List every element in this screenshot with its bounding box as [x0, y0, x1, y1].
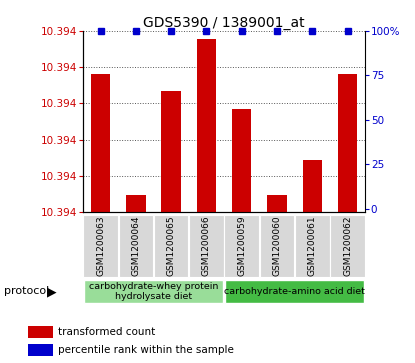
Text: carbohydrate-amino acid diet: carbohydrate-amino acid diet — [224, 287, 365, 296]
Text: GSM1200059: GSM1200059 — [237, 216, 246, 276]
FancyBboxPatch shape — [260, 215, 294, 277]
Bar — [303, 160, 322, 212]
Bar — [91, 74, 110, 212]
Text: GSM1200062: GSM1200062 — [343, 216, 352, 276]
Title: GDS5390 / 1389001_at: GDS5390 / 1389001_at — [143, 16, 305, 30]
FancyBboxPatch shape — [83, 215, 118, 277]
FancyBboxPatch shape — [154, 215, 188, 277]
FancyBboxPatch shape — [330, 215, 365, 277]
Text: percentile rank within the sample: percentile rank within the sample — [58, 345, 234, 355]
Text: transformed count: transformed count — [58, 327, 155, 337]
FancyBboxPatch shape — [295, 215, 330, 277]
Text: ▶: ▶ — [47, 285, 57, 298]
Bar — [267, 195, 287, 212]
Bar — [338, 74, 357, 212]
Bar — [126, 195, 146, 212]
FancyBboxPatch shape — [84, 280, 223, 303]
FancyBboxPatch shape — [225, 280, 364, 303]
Text: protocol: protocol — [4, 286, 49, 297]
Text: GSM1200063: GSM1200063 — [96, 216, 105, 276]
Text: GSM1200061: GSM1200061 — [308, 216, 317, 276]
Text: GSM1200064: GSM1200064 — [132, 216, 140, 276]
Bar — [28, 344, 53, 356]
FancyBboxPatch shape — [189, 215, 224, 277]
Bar — [232, 109, 251, 212]
Text: GSM1200065: GSM1200065 — [167, 216, 176, 276]
Text: GSM1200060: GSM1200060 — [273, 216, 281, 276]
Bar — [28, 326, 53, 338]
Bar — [197, 40, 216, 212]
Text: GSM1200066: GSM1200066 — [202, 216, 211, 276]
Text: carbohydrate-whey protein
hydrolysate diet: carbohydrate-whey protein hydrolysate di… — [89, 282, 218, 301]
Bar — [161, 91, 181, 212]
FancyBboxPatch shape — [119, 215, 153, 277]
FancyBboxPatch shape — [225, 215, 259, 277]
